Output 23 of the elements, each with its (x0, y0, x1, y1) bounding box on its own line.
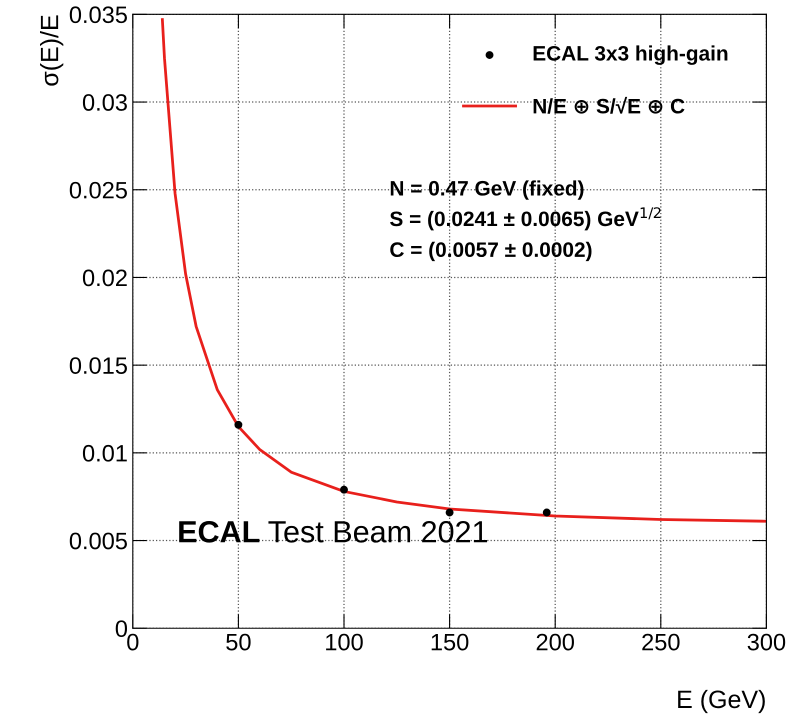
x-tick-label: 50 (226, 634, 251, 650)
y-axis-title: σ(E)/E (40, 15, 64, 86)
annotation: ECAL Test Beam 2021 (179, 520, 488, 543)
y-tick-label: 0 (116, 620, 128, 638)
x-tick-label: 200 (536, 634, 574, 650)
y-tick-label: 0.03 (82, 94, 127, 111)
x-tick-label: 300 (748, 634, 786, 650)
y-tick-label: 0.035 (70, 6, 127, 24)
annotation: C = (0.0057 ± 0.0002) (390, 242, 592, 262)
annotation: N = 0.47 GeV (fixed) (390, 180, 584, 200)
x-tick-label: 100 (326, 634, 363, 650)
legend-label: ECAL 3x3 high-gain (534, 45, 728, 65)
y-tick-label: 0.01 (82, 444, 127, 462)
x-tick-label: 0 (127, 634, 138, 650)
y-tick-label: 0.005 (70, 532, 127, 550)
y-tick-label: 0.025 (70, 182, 127, 199)
x-axis-title: E (GeV) (678, 690, 765, 714)
annotation: S = (0.0241 ± 0.0065) GeV$^{1/2}$ (390, 207, 661, 230)
y-tick-label: 0.02 (82, 270, 127, 286)
y-tick-label: 0.015 (70, 357, 127, 374)
x-tick-label: 150 (432, 634, 468, 650)
x-tick-label: 250 (642, 634, 680, 650)
legend-label: N/E ⊕ S/√E ⊕ C (534, 96, 685, 114)
